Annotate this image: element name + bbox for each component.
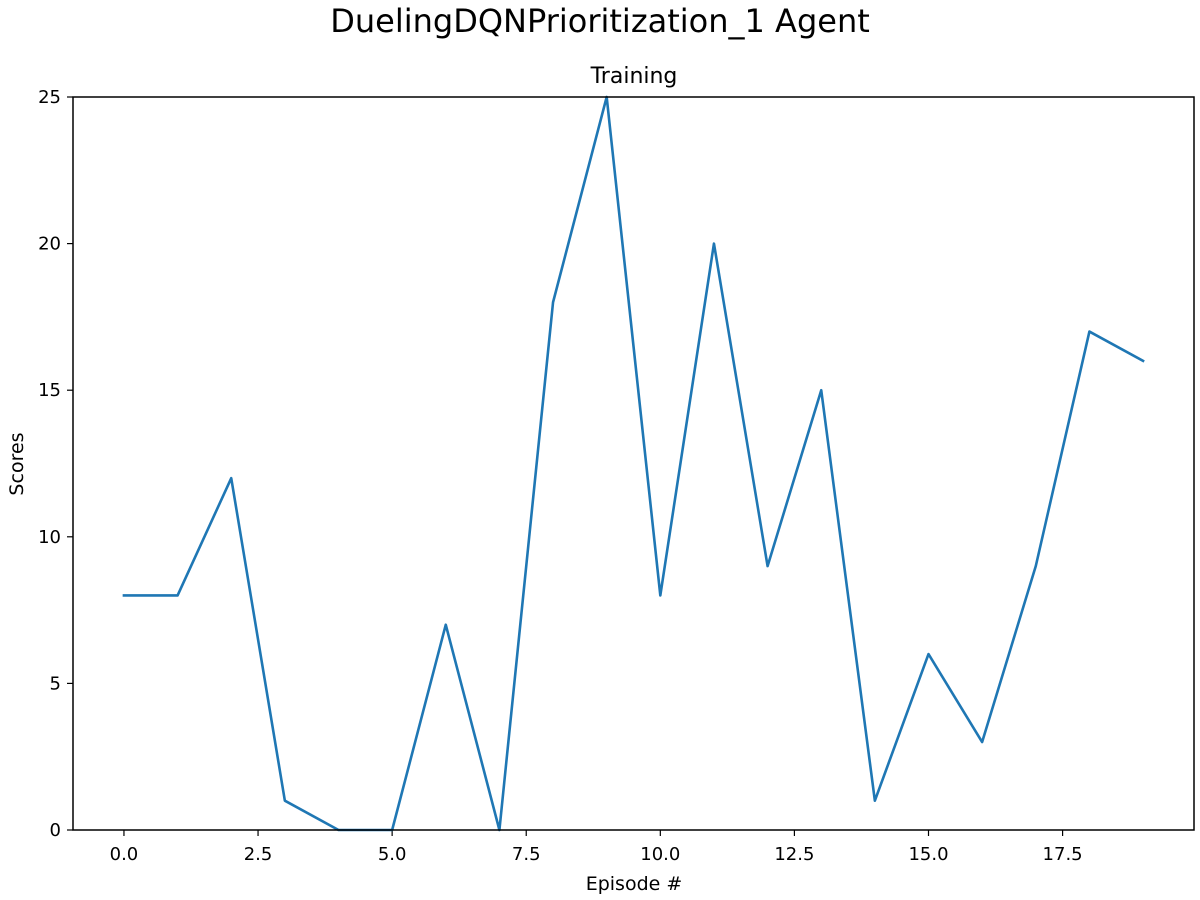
y-tick-label: 0: [50, 820, 61, 841]
x-tick-label: 15.0: [908, 844, 948, 865]
x-tick-label: 5.0: [378, 844, 407, 865]
x-tick-label: 10.0: [640, 844, 680, 865]
score-series-line: [122, 95, 1145, 832]
chart-suptitle: DuelingDQNPrioritization_1 Agent: [330, 2, 870, 40]
y-axis: 0 5 10 15 20 25: [38, 87, 73, 841]
axes-frame: [72, 96, 1195, 831]
x-tick-label: 12.5: [774, 844, 814, 865]
x-tick-label: 0.0: [110, 844, 139, 865]
y-tick-label: 5: [50, 673, 61, 694]
series-layer: [122, 95, 1145, 832]
x-axis: 0.0 2.5 5.0 7.5 10.0 12.5 15.0 17.5: [110, 830, 1083, 865]
x-tick-label: 7.5: [512, 844, 541, 865]
y-tick-label: 15: [38, 380, 61, 401]
y-tick-label: 20: [38, 234, 61, 255]
y-tick-label: 25: [38, 87, 61, 108]
plot-area: 0.0 2.5 5.0 7.5 10.0 12.5 15.0 17.5 0 5 10 15 20 25: [38, 87, 1195, 865]
x-axis-label: Episode #: [586, 873, 683, 895]
y-axis-label: Scores: [6, 432, 28, 495]
y-tick-label: 10: [38, 527, 61, 548]
x-tick-label: 2.5: [244, 844, 273, 865]
chart-axes-title: Training: [590, 64, 678, 89]
x-tick-label: 17.5: [1043, 844, 1083, 865]
